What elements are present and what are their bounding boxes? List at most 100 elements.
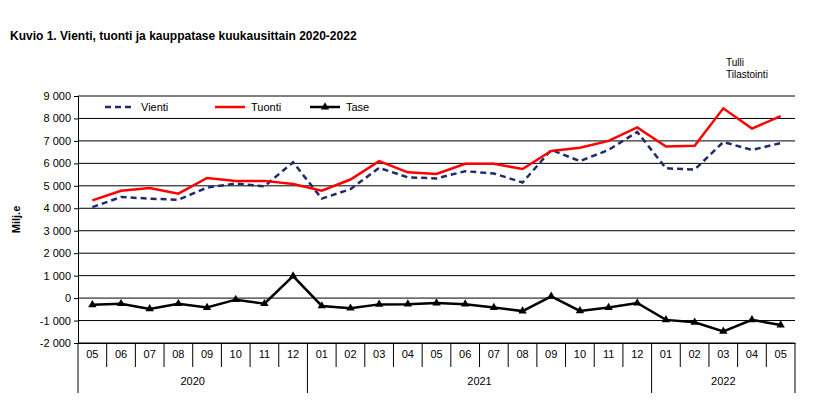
x-tick: 10 [230,343,242,360]
x-separator [622,343,623,367]
legend-label: Vienti [141,101,168,113]
x-separators [78,343,795,393]
series-marker [748,315,756,322]
x-tick-label: 11 [259,348,270,360]
y-tick-label: 8 000 [43,112,71,124]
x-tick-label: 12 [287,348,299,360]
x-separator [737,343,738,367]
x-tick: 11 [259,343,270,360]
grid-line [78,343,795,344]
series-marker [719,327,727,334]
x-separator [336,343,337,367]
x-separator [450,343,451,367]
x-tick: 05 [430,343,442,360]
x-tick: 06 [459,343,471,360]
x-tick: 02 [688,343,700,360]
grid-line [78,230,795,231]
series-marker [375,300,383,307]
annotation: Tulli [726,57,744,68]
x-separator [307,343,308,393]
y-tick: 8 000 [43,112,78,124]
series-line [92,132,780,207]
legend-marker [321,102,329,109]
x-tick: 07 [488,343,500,360]
series-marker [203,303,211,310]
y-tick-label: -2 000 [40,337,71,349]
x-tick-label: 06 [115,348,127,360]
y-tick-mark [74,231,78,232]
x-separator [250,343,251,367]
x-tick: 08 [172,343,184,360]
grid-line [78,253,795,254]
series-marker [146,304,154,311]
series-marker [604,303,612,310]
x-tick: 12 [287,343,299,360]
x-tick-label: 02 [688,348,700,360]
x-separator [78,343,79,393]
y-tick-mark [74,298,78,299]
x-tick-label: 04 [402,348,414,360]
series-marker [461,299,469,306]
x-tick: 10 [574,343,586,360]
x-tick: 06 [115,343,127,360]
y-tick-mark [74,253,78,254]
x-separator [508,343,509,367]
x-tick-label: 11 [603,348,614,360]
x-tick-label: 09 [545,348,557,360]
x-tick: 04 [402,343,414,360]
y-tick-label: 7 000 [43,135,71,147]
grid-line [78,96,795,97]
x-tick: 01 [316,343,328,360]
x-tick-label: 05 [430,348,442,360]
grid-line [78,118,795,119]
series-marker [318,301,326,308]
x-tick-label: 03 [717,348,729,360]
series-marker [88,300,96,307]
series-marker [776,320,784,327]
x-tick-label: 05 [775,348,787,360]
y-tick-mark [74,141,78,142]
x-tick: 07 [144,343,156,360]
legend: Vienti Tuonti Tase [105,101,369,113]
x-group-label: 2021 [467,375,491,387]
x-tick: 04 [746,343,758,360]
y-tick: -2 000 [40,337,78,349]
y-tick-mark [74,96,78,97]
x-separator [393,343,394,367]
grid-line [78,163,795,164]
series-marker [260,299,268,306]
x-tick-label: 08 [516,348,528,360]
series-marker [662,315,670,322]
y-tick-label: 2 000 [43,247,71,259]
x-separator [422,343,423,367]
y-tick-label: 6 000 [43,157,71,169]
y-tick-label: 5 000 [43,180,71,192]
x-tick: 09 [545,343,557,360]
x-tick-label: 04 [746,348,758,360]
x-tick: 05 [775,343,787,360]
y-axis: -2 000 -1 000 0 1 000 2 000 3 000 4 000 5 000 6 … [40,90,79,349]
y-tick: 0 [65,292,78,304]
series-marker [289,271,297,278]
x-tick-label: 01 [660,348,672,360]
series-marker [633,298,641,305]
grid-line [78,275,795,276]
x-separator [680,343,681,367]
y-tick-label: 0 [65,292,71,304]
legend-label: Tuonti [251,101,281,113]
y-axis-title: Milj.e [10,206,22,234]
series-marker [518,306,526,313]
x-tick: 03 [717,343,729,360]
legend-label: Tase [346,101,369,113]
y-tick-label: 1 000 [43,270,71,282]
y-tick-label: 4 000 [43,202,71,214]
title: Kuvio 1. Vienti, tuonti ja kauppatase ku… [10,29,357,43]
x-separator [594,343,595,367]
y-tick: 4 000 [43,202,78,214]
series-marker [432,298,440,305]
x-tick-label: 03 [373,348,385,360]
y-tick: -1 000 [40,315,78,327]
y-tick-label: -1 000 [40,315,71,327]
y-tick: 3 000 [43,225,78,237]
x-tick-label: 07 [144,348,156,360]
